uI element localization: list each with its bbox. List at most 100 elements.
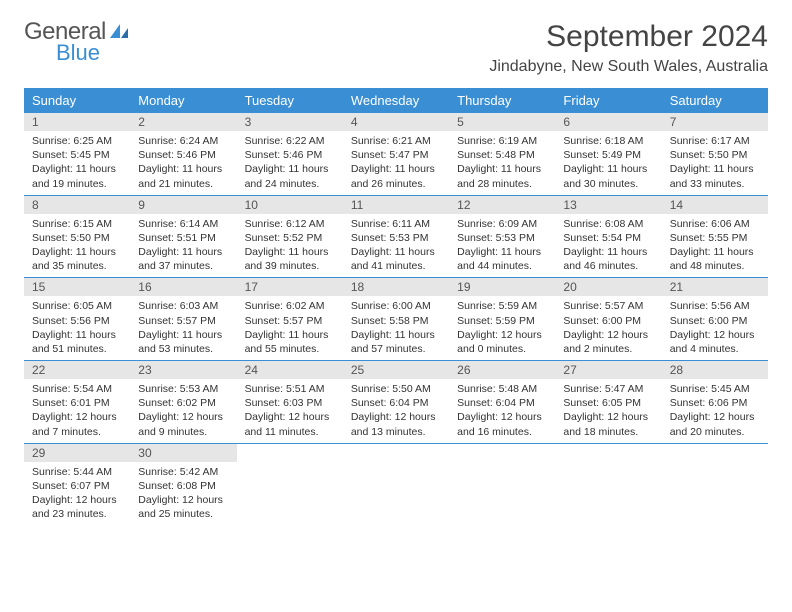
- day-details: Sunrise: 6:15 AMSunset: 5:50 PMDaylight:…: [24, 214, 130, 278]
- calendar-cell: 3Sunrise: 6:22 AMSunset: 5:46 PMDaylight…: [237, 113, 343, 195]
- day-number: 3: [237, 113, 343, 131]
- header: General Blue September 2024 Jindabyne, N…: [24, 20, 768, 76]
- calendar-cell: 9Sunrise: 6:14 AMSunset: 5:51 PMDaylight…: [130, 196, 236, 278]
- calendar-cell: 7Sunrise: 6:17 AMSunset: 5:50 PMDaylight…: [662, 113, 768, 195]
- day-number: 27: [555, 361, 661, 379]
- day-number: 10: [237, 196, 343, 214]
- day-details: Sunrise: 6:22 AMSunset: 5:46 PMDaylight:…: [237, 131, 343, 195]
- day-number: 16: [130, 278, 236, 296]
- calendar-body: 1Sunrise: 6:25 AMSunset: 5:45 PMDaylight…: [24, 113, 768, 525]
- day-number: 12: [449, 196, 555, 214]
- day-details: Sunrise: 6:02 AMSunset: 5:57 PMDaylight:…: [237, 296, 343, 360]
- day-number: 29: [24, 444, 130, 462]
- weekday-label: Thursday: [449, 88, 555, 113]
- calendar-week: 15Sunrise: 6:05 AMSunset: 5:56 PMDayligh…: [24, 278, 768, 361]
- weekday-label: Friday: [555, 88, 661, 113]
- day-number: 22: [24, 361, 130, 379]
- day-number: 20: [555, 278, 661, 296]
- calendar-cell: 20Sunrise: 5:57 AMSunset: 6:00 PMDayligh…: [555, 278, 661, 360]
- day-details: Sunrise: 5:47 AMSunset: 6:05 PMDaylight:…: [555, 379, 661, 443]
- calendar-cell: 24Sunrise: 5:51 AMSunset: 6:03 PMDayligh…: [237, 361, 343, 443]
- calendar-cell: [662, 444, 768, 526]
- day-details: Sunrise: 6:08 AMSunset: 5:54 PMDaylight:…: [555, 214, 661, 278]
- calendar-week: 1Sunrise: 6:25 AMSunset: 5:45 PMDaylight…: [24, 113, 768, 196]
- day-details: Sunrise: 6:09 AMSunset: 5:53 PMDaylight:…: [449, 214, 555, 278]
- day-number: 18: [343, 278, 449, 296]
- day-details: Sunrise: 5:45 AMSunset: 6:06 PMDaylight:…: [662, 379, 768, 443]
- weekday-label: Saturday: [662, 88, 768, 113]
- calendar-cell: 23Sunrise: 5:53 AMSunset: 6:02 PMDayligh…: [130, 361, 236, 443]
- day-details: Sunrise: 5:54 AMSunset: 6:01 PMDaylight:…: [24, 379, 130, 443]
- calendar-cell: 21Sunrise: 5:56 AMSunset: 6:00 PMDayligh…: [662, 278, 768, 360]
- logo: General Blue: [24, 20, 130, 64]
- calendar-cell: 4Sunrise: 6:21 AMSunset: 5:47 PMDaylight…: [343, 113, 449, 195]
- calendar-cell: 6Sunrise: 6:18 AMSunset: 5:49 PMDaylight…: [555, 113, 661, 195]
- calendar-cell: 25Sunrise: 5:50 AMSunset: 6:04 PMDayligh…: [343, 361, 449, 443]
- day-details: Sunrise: 6:14 AMSunset: 5:51 PMDaylight:…: [130, 214, 236, 278]
- calendar-cell: [449, 444, 555, 526]
- calendar-cell: 14Sunrise: 6:06 AMSunset: 5:55 PMDayligh…: [662, 196, 768, 278]
- day-details: Sunrise: 6:24 AMSunset: 5:46 PMDaylight:…: [130, 131, 236, 195]
- day-details: Sunrise: 5:57 AMSunset: 6:00 PMDaylight:…: [555, 296, 661, 360]
- day-number: 25: [343, 361, 449, 379]
- calendar-week: 22Sunrise: 5:54 AMSunset: 6:01 PMDayligh…: [24, 361, 768, 444]
- day-details: Sunrise: 6:00 AMSunset: 5:58 PMDaylight:…: [343, 296, 449, 360]
- calendar-cell: [555, 444, 661, 526]
- day-details: Sunrise: 5:48 AMSunset: 6:04 PMDaylight:…: [449, 379, 555, 443]
- day-details: Sunrise: 6:05 AMSunset: 5:56 PMDaylight:…: [24, 296, 130, 360]
- day-number: 26: [449, 361, 555, 379]
- day-number: 24: [237, 361, 343, 379]
- day-number: 9: [130, 196, 236, 214]
- day-number: 11: [343, 196, 449, 214]
- day-number: 4: [343, 113, 449, 131]
- calendar-cell: 27Sunrise: 5:47 AMSunset: 6:05 PMDayligh…: [555, 361, 661, 443]
- day-number: 8: [24, 196, 130, 214]
- calendar-cell: 16Sunrise: 6:03 AMSunset: 5:57 PMDayligh…: [130, 278, 236, 360]
- day-details: Sunrise: 6:12 AMSunset: 5:52 PMDaylight:…: [237, 214, 343, 278]
- calendar-cell: 5Sunrise: 6:19 AMSunset: 5:48 PMDaylight…: [449, 113, 555, 195]
- logo-text-blue: Blue: [56, 42, 100, 64]
- weekday-label: Sunday: [24, 88, 130, 113]
- calendar-cell: [237, 444, 343, 526]
- day-number: 17: [237, 278, 343, 296]
- page-title: September 2024: [489, 20, 768, 54]
- day-number: 7: [662, 113, 768, 131]
- day-details: Sunrise: 5:51 AMSunset: 6:03 PMDaylight:…: [237, 379, 343, 443]
- weekday-label: Tuesday: [237, 88, 343, 113]
- weekday-label: Wednesday: [343, 88, 449, 113]
- calendar-cell: 29Sunrise: 5:44 AMSunset: 6:07 PMDayligh…: [24, 444, 130, 526]
- calendar-cell: 19Sunrise: 5:59 AMSunset: 5:59 PMDayligh…: [449, 278, 555, 360]
- weekday-header: Sunday Monday Tuesday Wednesday Thursday…: [24, 88, 768, 113]
- day-details: Sunrise: 6:03 AMSunset: 5:57 PMDaylight:…: [130, 296, 236, 360]
- weekday-label: Monday: [130, 88, 236, 113]
- day-details: Sunrise: 5:59 AMSunset: 5:59 PMDaylight:…: [449, 296, 555, 360]
- day-number: 2: [130, 113, 236, 131]
- day-number: 14: [662, 196, 768, 214]
- calendar-cell: 12Sunrise: 6:09 AMSunset: 5:53 PMDayligh…: [449, 196, 555, 278]
- calendar-cell: 1Sunrise: 6:25 AMSunset: 5:45 PMDaylight…: [24, 113, 130, 195]
- day-number: 6: [555, 113, 661, 131]
- day-number: 23: [130, 361, 236, 379]
- calendar-cell: 15Sunrise: 6:05 AMSunset: 5:56 PMDayligh…: [24, 278, 130, 360]
- location-text: Jindabyne, New South Wales, Australia: [489, 58, 768, 76]
- day-details: Sunrise: 6:19 AMSunset: 5:48 PMDaylight:…: [449, 131, 555, 195]
- day-number: 30: [130, 444, 236, 462]
- calendar-cell: 10Sunrise: 6:12 AMSunset: 5:52 PMDayligh…: [237, 196, 343, 278]
- title-block: September 2024 Jindabyne, New South Wale…: [489, 20, 768, 76]
- day-details: Sunrise: 6:11 AMSunset: 5:53 PMDaylight:…: [343, 214, 449, 278]
- day-number: 5: [449, 113, 555, 131]
- day-details: Sunrise: 6:06 AMSunset: 5:55 PMDaylight:…: [662, 214, 768, 278]
- calendar-cell: [343, 444, 449, 526]
- day-number: 15: [24, 278, 130, 296]
- day-details: Sunrise: 5:44 AMSunset: 6:07 PMDaylight:…: [24, 462, 130, 526]
- calendar-cell: 28Sunrise: 5:45 AMSunset: 6:06 PMDayligh…: [662, 361, 768, 443]
- day-number: 1: [24, 113, 130, 131]
- day-details: Sunrise: 5:53 AMSunset: 6:02 PMDaylight:…: [130, 379, 236, 443]
- day-details: Sunrise: 5:56 AMSunset: 6:00 PMDaylight:…: [662, 296, 768, 360]
- calendar-cell: 22Sunrise: 5:54 AMSunset: 6:01 PMDayligh…: [24, 361, 130, 443]
- day-details: Sunrise: 6:17 AMSunset: 5:50 PMDaylight:…: [662, 131, 768, 195]
- day-number: 21: [662, 278, 768, 296]
- calendar: Sunday Monday Tuesday Wednesday Thursday…: [24, 88, 768, 525]
- day-details: Sunrise: 6:18 AMSunset: 5:49 PMDaylight:…: [555, 131, 661, 195]
- calendar-cell: 17Sunrise: 6:02 AMSunset: 5:57 PMDayligh…: [237, 278, 343, 360]
